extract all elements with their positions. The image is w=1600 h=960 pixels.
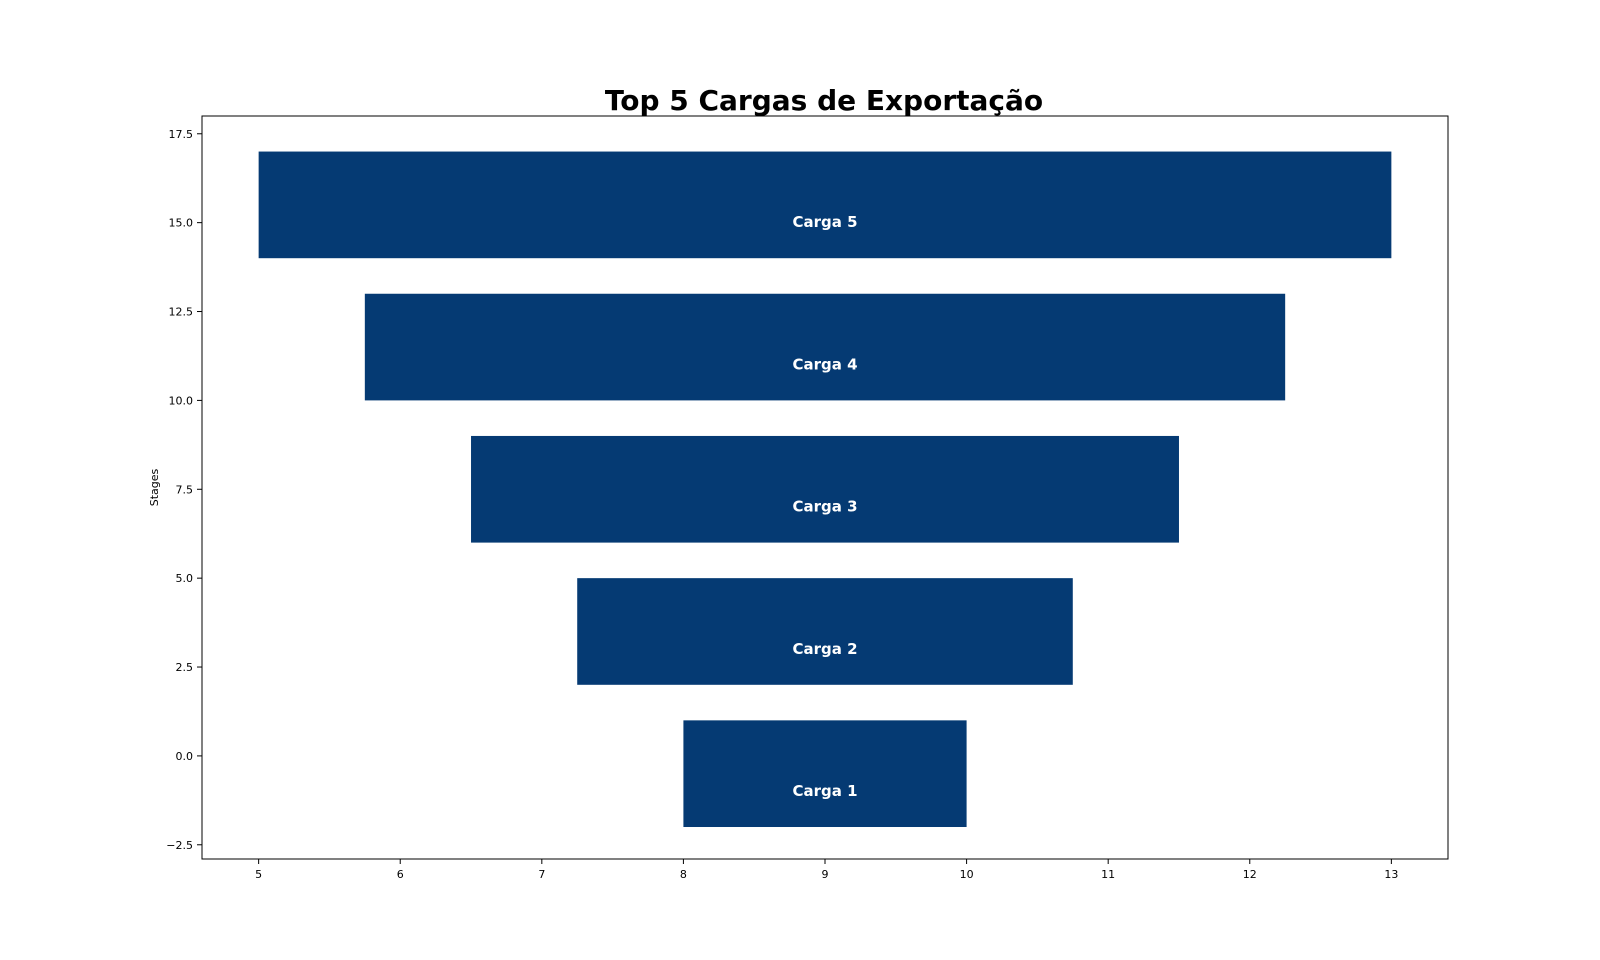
x-axis: 5 6 7 8 9 10 11 12 13: [255, 859, 1398, 881]
x-tick-label: 8: [680, 868, 687, 881]
x-tick-label: 10: [960, 868, 974, 881]
y-tick-label: 5.0: [176, 572, 194, 585]
y-tick-label: 15.0: [169, 217, 194, 230]
bar-label-2: Carga 2: [792, 640, 857, 658]
bars-layer: Carga 1 Carga 2 Carga 3 Carga 4 Carga 5: [258, 151, 1392, 828]
funnel-bar-5: [258, 151, 1392, 259]
y-axis-label: Stages: [148, 468, 161, 506]
chart-title: Top 5 Cargas de Exportação: [605, 84, 1043, 117]
y-tick-label: 7.5: [176, 483, 194, 496]
funnel-bar-1: [683, 720, 967, 828]
y-tick-label: 0.0: [176, 750, 194, 763]
y-tick-label: 17.5: [169, 128, 194, 141]
y-tick-label: 12.5: [169, 306, 194, 319]
x-tick-label: 7: [538, 868, 545, 881]
bar-label-4: Carga 4: [792, 355, 857, 373]
x-tick-label: 12: [1243, 868, 1257, 881]
bar-label-5: Carga 5: [792, 213, 857, 231]
x-tick-label: 13: [1384, 868, 1398, 881]
x-tick-label: 11: [1101, 868, 1115, 881]
funnel-bar-4: [364, 293, 1286, 401]
x-tick-label: 5: [255, 868, 262, 881]
y-tick-label: −2.5: [166, 839, 193, 852]
y-tick-label: 2.5: [176, 661, 194, 674]
x-tick-label: 6: [397, 868, 404, 881]
funnel-bar-2: [577, 578, 1073, 685]
bar-label-1: Carga 1: [792, 782, 857, 800]
funnel-bar-3: [471, 435, 1179, 543]
y-tick-label: 10.0: [169, 394, 194, 407]
x-tick-label: 9: [822, 868, 829, 881]
y-axis: −2.5 0.0 2.5 5.0 7.5 10.0 12.5 15.0 17.5: [166, 128, 202, 852]
bar-label-3: Carga 3: [792, 498, 857, 516]
